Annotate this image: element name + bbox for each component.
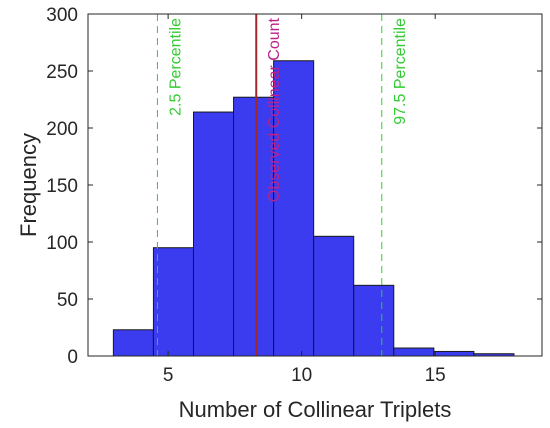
y-tick-label: 150 (46, 176, 78, 197)
x-tick-label: 15 (425, 365, 446, 386)
histogram-bar (313, 235, 355, 357)
y-tick-label: 0 (67, 347, 78, 368)
histogram-bar (353, 284, 395, 357)
y-tick-label: 200 (46, 119, 78, 140)
histogram-bar (433, 350, 475, 357)
y-tick-label: 300 (46, 5, 78, 26)
x-tick-label: 5 (163, 365, 174, 386)
observed-count-label: Observed Collinear Count (266, 17, 283, 202)
histogram-bar (152, 247, 194, 357)
y-axis-label: Frequency (16, 133, 41, 237)
histogram-bar (112, 329, 154, 357)
histogram-bar (233, 96, 275, 357)
histogram-bar (393, 347, 435, 357)
x-axis-label: Number of Collinear Triplets (179, 397, 452, 422)
reference-lines: 2.5 Percentile Observed Collinear Count 97… (156, 14, 409, 356)
histogram-bars (112, 60, 515, 357)
histogram-bar (192, 111, 235, 357)
percentile-label: 97.5 Percentile (392, 18, 409, 125)
x-tick-label: 10 (291, 365, 312, 386)
y-tick-label: 250 (46, 62, 78, 83)
y-tick-label: 50 (57, 290, 78, 311)
percentile-label: 2.5 Percentile (167, 18, 184, 116)
y-tick-label: 100 (46, 233, 78, 254)
x-axis-ticks: 5 10 15 (163, 14, 446, 386)
y-axis-ticks: 0 50 100 150 200 250 300 (46, 5, 542, 368)
